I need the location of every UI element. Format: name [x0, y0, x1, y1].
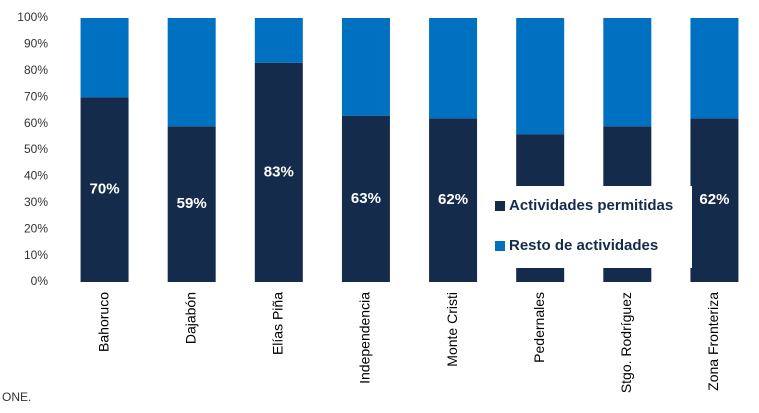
y-tick-label: 50%: [24, 142, 48, 156]
bar-segment: [341, 18, 390, 116]
y-tick-label: 10%: [24, 248, 48, 262]
y-tick-label: 40%: [24, 169, 48, 183]
legend-swatch: [495, 201, 505, 211]
y-tick-label: 30%: [24, 195, 48, 209]
x-tick-label: Bahoruco: [95, 292, 111, 352]
x-tick-label: Zona Fronteriza: [705, 292, 721, 391]
value-label: 83%: [264, 163, 294, 180]
x-tick-label: Pedernales: [531, 292, 547, 363]
y-tick-label: 70%: [24, 89, 48, 103]
legend-label: Actividades permitidas: [509, 197, 673, 214]
x-tick-label: Elías Piña: [270, 292, 286, 355]
bar-segment: [516, 18, 565, 135]
bar-segment: [341, 115, 390, 283]
bar-segment: [254, 62, 303, 282]
legend-box: [488, 186, 692, 268]
bar-segment: [690, 118, 739, 282]
bar-segment: [254, 18, 303, 63]
x-tick-label: Independencia: [357, 292, 373, 384]
bar-segment: [429, 18, 478, 119]
bar-segment: [80, 18, 129, 98]
x-tick-label: Monte Cristi: [444, 292, 460, 367]
bar-segment: [603, 18, 652, 127]
bar-segment: [429, 118, 478, 282]
bar-segment: [167, 18, 216, 127]
x-tick-label: Dajabón: [182, 292, 198, 344]
source-note: ONE.: [2, 390, 31, 404]
y-tick-label: 60%: [24, 116, 48, 130]
value-label: 59%: [177, 195, 207, 212]
y-tick-label: 20%: [24, 221, 48, 235]
y-tick-label: 80%: [24, 63, 48, 77]
bar-segment: [167, 126, 216, 283]
y-tick-label: 90%: [24, 37, 48, 51]
legend-label: Resto de actividades: [509, 237, 658, 254]
value-label: 62%: [438, 191, 468, 208]
bar-segment: [690, 18, 739, 119]
value-label: 70%: [90, 181, 120, 198]
value-label: 62%: [699, 191, 729, 208]
x-tick-label: Stgo. Rodríguez: [618, 292, 634, 393]
y-tick-label: 100%: [17, 10, 48, 24]
value-label: 63%: [351, 190, 381, 207]
bar-segment: [80, 97, 129, 282]
legend-swatch: [495, 241, 505, 251]
y-tick-label: 0%: [31, 274, 49, 288]
